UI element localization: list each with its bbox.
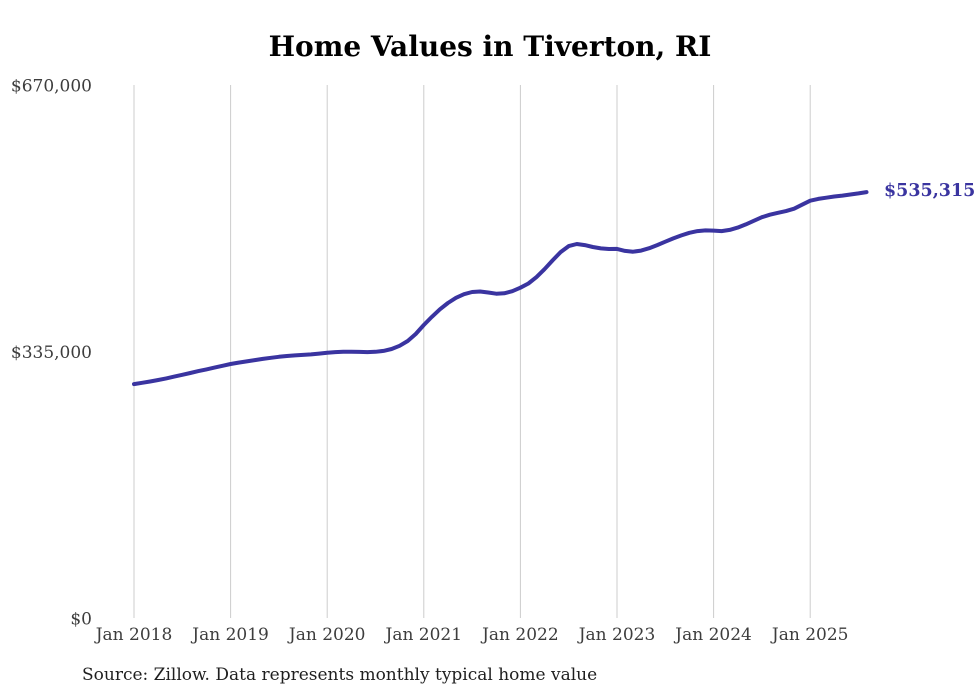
x-axis-tick-label: Jan 2024 [673,625,752,645]
x-axis-tick-label: Jan 2019 [190,625,269,645]
x-axis-tick-label: Jan 2025 [770,625,849,645]
source-note: Source: Zillow. Data represents monthly … [82,665,598,685]
x-axis-tick-label: Jan 2023 [577,625,656,645]
x-axis-tick-label: Jan 2021 [384,625,463,645]
x-axis-tick-label: Jan 2018 [94,625,173,645]
chart-title: Home Values in Tiverton, RI [268,30,712,63]
y-axis-tick-label: $670,000 [11,77,92,97]
x-axis-tick-label: Jan 2020 [287,625,366,645]
y-axis-tick-label: $335,000 [11,343,92,363]
value-line [132,190,869,387]
y-axis-tick-label: $0 [70,610,92,630]
end-value-label: $535,315 [884,181,976,201]
x-axis-tick-label: Jan 2022 [480,625,559,645]
